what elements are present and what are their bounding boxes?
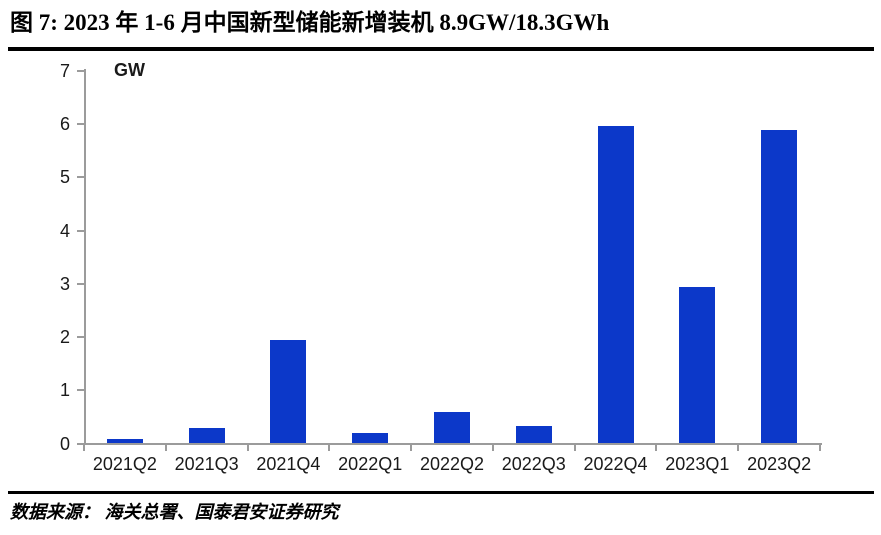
title-divider-rule xyxy=(8,47,874,51)
x-axis-tick xyxy=(655,445,658,451)
y-axis-label-0: 0 xyxy=(59,433,70,454)
bar-2021Q4 xyxy=(270,339,307,444)
bar-2023Q1 xyxy=(679,286,716,444)
data-source-note: 数据来源： 海关总署、国泰君安证券研究 xyxy=(10,502,339,522)
y-axis-tick xyxy=(77,70,84,72)
x-axis-tick xyxy=(328,445,331,451)
bar-2022Q4 xyxy=(597,125,634,444)
x-axis-label-2021Q2: 2021Q2 xyxy=(92,454,157,474)
y-axis-label-5: 5 xyxy=(59,167,70,188)
y-axis-label-3: 3 xyxy=(59,273,70,294)
x-axis-tick xyxy=(83,445,85,451)
bar-2021Q2 xyxy=(106,439,143,444)
source-divider-rule xyxy=(8,491,874,494)
figure-title: 图 7: 2023 年 1-6 月中国新型储能新增装机 8.9GW/18.3GW… xyxy=(10,10,610,35)
x-axis-label-2023Q1: 2023Q1 xyxy=(665,454,730,474)
y-axis-unit-label: GW xyxy=(114,60,145,80)
x-axis-tick xyxy=(246,445,249,451)
bar-2022Q2 xyxy=(434,411,470,444)
x-axis-tick xyxy=(573,445,576,451)
bar-2022Q1 xyxy=(352,432,389,444)
y-axis-label-7: 7 xyxy=(59,61,70,81)
y-axis-tick xyxy=(77,123,84,126)
y-axis-label-2: 2 xyxy=(59,327,70,348)
y-axis-tick xyxy=(77,336,84,339)
y-axis-label-4: 4 xyxy=(59,220,70,241)
y-axis-tick xyxy=(77,442,84,445)
bar-2022Q3 xyxy=(515,425,552,444)
x-axis-tick xyxy=(164,445,167,451)
y-axis-tick xyxy=(77,282,84,285)
x-axis-label-2021Q3: 2021Q3 xyxy=(174,454,239,474)
x-axis-line xyxy=(84,443,822,445)
x-axis-label-2021Q4: 2021Q4 xyxy=(256,454,321,474)
y-axis-tick xyxy=(77,176,84,179)
x-axis-label-2023Q2: 2023Q2 xyxy=(747,454,812,474)
x-axis-tick xyxy=(491,445,494,451)
y-axis-tick xyxy=(77,229,84,232)
x-axis-label-2022Q3: 2022Q3 xyxy=(501,454,566,474)
y-axis-label-1: 1 xyxy=(59,380,70,401)
bar-2021Q3 xyxy=(188,427,225,444)
y-axis-tick xyxy=(77,389,84,392)
x-axis-tick xyxy=(819,445,821,451)
x-axis-label-2022Q4: 2022Q4 xyxy=(583,454,648,474)
x-axis-tick xyxy=(737,445,740,451)
y-axis-label-6: 6 xyxy=(59,114,70,135)
bar-2023Q2 xyxy=(761,129,798,444)
x-axis-tick xyxy=(410,445,413,451)
x-axis-label-2022Q2: 2022Q2 xyxy=(419,454,485,474)
y-axis-line xyxy=(84,69,86,445)
x-axis-label-2022Q1: 2022Q1 xyxy=(338,454,403,474)
